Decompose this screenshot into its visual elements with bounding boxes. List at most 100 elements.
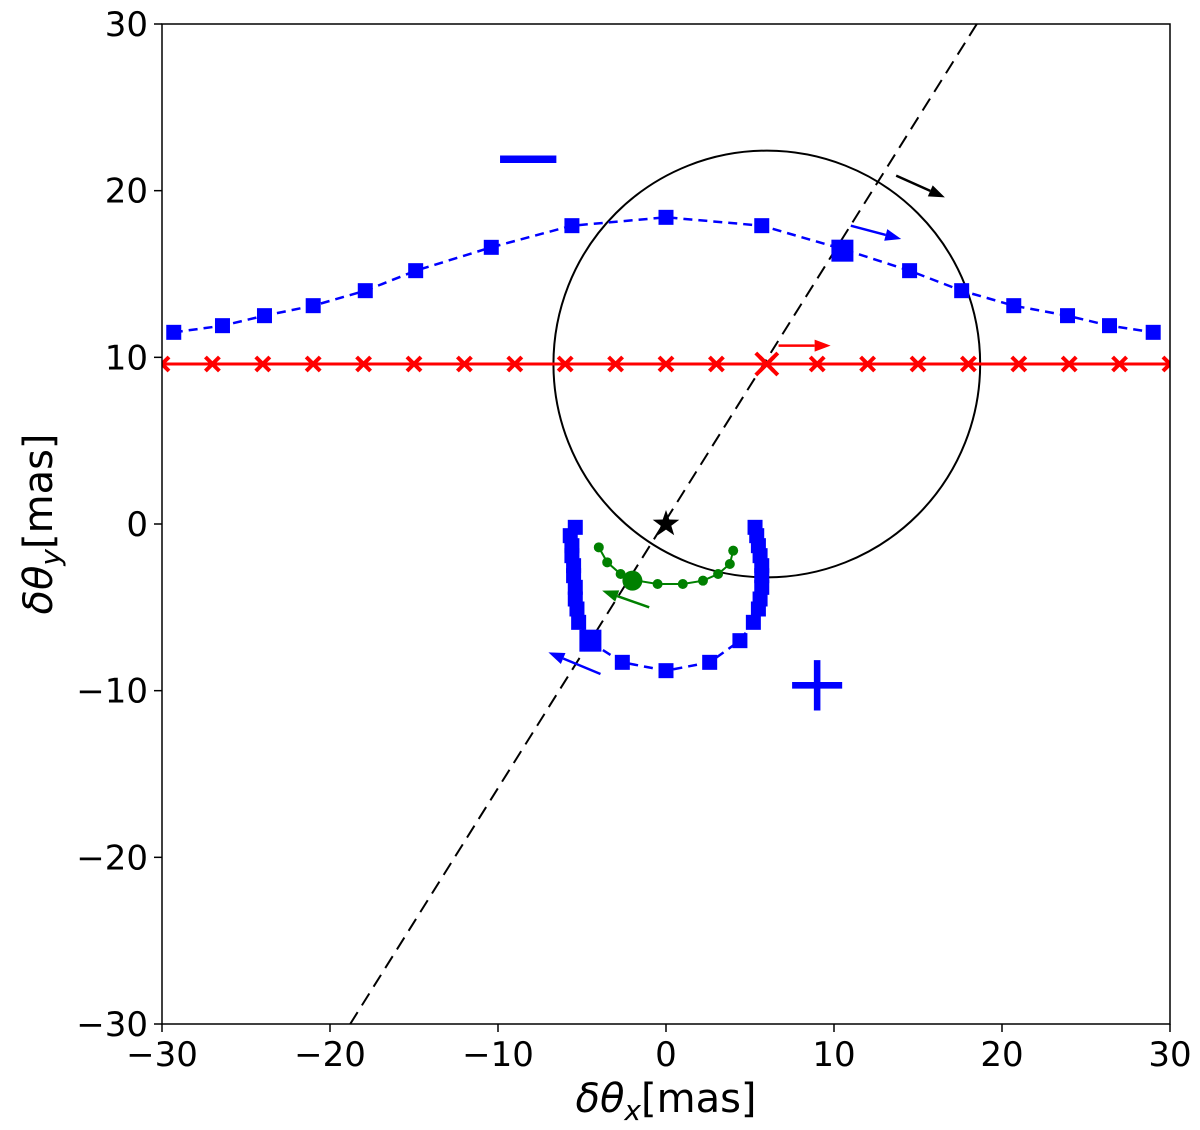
- source-track-point: [1010, 355, 1028, 373]
- minor-image-point: [567, 579, 583, 595]
- major-image-motion-arrow-shaft: [850, 224, 887, 237]
- lens-axis-motion-arrow-shaft: [895, 174, 931, 192]
- source-track-point: [1111, 355, 1129, 373]
- major-image-sign-label: −: [491, 104, 566, 209]
- centroid-motion-arrow-shaft: [616, 594, 650, 609]
- source-track-point-stroke-b: [254, 355, 272, 373]
- major-image-motion-arrow-head: [884, 229, 902, 241]
- source-position-marker-stroke-b: [754, 351, 780, 377]
- major-image-position-marker: [831, 239, 854, 262]
- x-axis-label-symbol: δθ: [575, 1076, 624, 1122]
- source-track-point: [909, 355, 927, 373]
- centroid-track-point: [652, 579, 663, 589]
- source-track-point-stroke-b: [1060, 355, 1078, 373]
- y-axis-label-sub: y: [34, 549, 67, 567]
- source-track-point-stroke-b: [808, 355, 826, 373]
- x-axis-label-sub: x: [623, 1094, 641, 1127]
- major-image-point: [754, 218, 770, 234]
- y-axis-tick-label: 10: [105, 338, 148, 378]
- major-image-point: [564, 218, 580, 234]
- minor-image-motion-arrow-head: [548, 652, 566, 665]
- source-track-point-stroke-b: [607, 355, 625, 373]
- y-axis-tick-label: −20: [76, 838, 148, 878]
- source-track-point-stroke-b: [657, 355, 675, 373]
- source-track-point: [1161, 355, 1170, 373]
- x-axis-tick-label: 30: [1148, 1035, 1191, 1075]
- minor-image-motion-arrow-shaft: [562, 657, 601, 676]
- major-image-point: [408, 263, 424, 279]
- source-track-point-stroke-b: [1111, 355, 1129, 373]
- source-motion-arrow: [778, 339, 831, 352]
- y-axis-label: δθy[mas]: [16, 433, 67, 614]
- source-track-point-stroke-b: [506, 355, 524, 373]
- source-track-point-stroke-b: [859, 355, 877, 373]
- x-axis-tick-label: 20: [980, 1035, 1023, 1075]
- minor-image-motion-arrow: [548, 652, 601, 676]
- major-image-point: [954, 283, 970, 299]
- minor-image-point: [569, 601, 585, 617]
- source-track-point: [607, 355, 625, 373]
- centroid-track-point: [713, 569, 724, 579]
- source-track-point: [556, 355, 574, 373]
- x-axis-tick-label: 10: [812, 1035, 855, 1075]
- major-image-point: [305, 298, 321, 314]
- source-track-point: [203, 355, 221, 373]
- centroid-track-point: [593, 542, 604, 553]
- centroid-track-point: [677, 579, 688, 589]
- major-image-point: [1102, 318, 1118, 334]
- source-track-point: [162, 355, 171, 373]
- source-track-point-stroke-b: [909, 355, 927, 373]
- minor-image-point: [747, 519, 763, 535]
- x-axis-tick-label: −20: [294, 1035, 366, 1075]
- centroid-motion-arrow: [602, 590, 650, 609]
- centroid-motion-arrow-head: [602, 590, 620, 602]
- centroid-track-point: [728, 545, 739, 556]
- minor-image-point: [754, 579, 770, 595]
- source-track-point: [304, 355, 322, 373]
- major-image-point: [902, 263, 918, 279]
- lens-star-marker: [652, 510, 680, 536]
- x-axis-label: δθx[mas]: [575, 1076, 756, 1127]
- major-image-point: [1145, 324, 1161, 340]
- source-track-point-stroke-b: [1161, 361, 1170, 373]
- lens-axis-motion-arrow: [895, 174, 945, 198]
- y-axis-tick-label: 20: [105, 172, 148, 212]
- minor-image-sign-label: +: [784, 637, 851, 730]
- y-axis-tick-label: −10: [76, 672, 148, 712]
- source-track-point: [455, 355, 473, 373]
- minor-image-point: [752, 591, 768, 607]
- x-axis-tick-label: 0: [655, 1035, 677, 1075]
- minor-image-point: [732, 633, 748, 649]
- source-track-point: [859, 355, 877, 373]
- source-track-point-stroke-b: [162, 355, 171, 367]
- centroid-track-point: [615, 569, 626, 579]
- major-image-point: [1006, 298, 1022, 314]
- major-image-motion-arrow: [850, 224, 902, 241]
- minor-image-point: [702, 654, 718, 670]
- source-track-point-stroke-a: [162, 361, 171, 373]
- source-track-point-stroke-b: [203, 355, 221, 373]
- source-track-point-stroke-b: [455, 355, 473, 373]
- centroid-track-line: [597, 546, 735, 585]
- source-track-point: [959, 355, 977, 373]
- y-axis-tick-label: −30: [76, 1005, 148, 1045]
- source-track-point-stroke-b: [304, 355, 322, 373]
- source-position-marker: [754, 351, 780, 377]
- minor-image-point: [566, 568, 582, 584]
- y-axis-tick-label: 0: [126, 505, 148, 545]
- source-track-point-stroke-b: [405, 355, 423, 373]
- y-axis-label-unit: [mas]: [16, 433, 62, 549]
- source-track-point: [1060, 355, 1078, 373]
- major-image-point: [357, 283, 373, 299]
- centroid-position-marker: [622, 570, 643, 591]
- minor-image-point: [745, 614, 761, 630]
- minor-image-point: [658, 663, 674, 679]
- source-track-point: [808, 355, 826, 373]
- source-track-point: [707, 355, 725, 373]
- y-axis-label-symbol: δθ: [16, 566, 62, 615]
- plot-area: −+: [162, 24, 1170, 1024]
- minor-image-point: [614, 654, 630, 670]
- source-track-point: [405, 355, 423, 373]
- source-track-point-stroke-b: [707, 355, 725, 373]
